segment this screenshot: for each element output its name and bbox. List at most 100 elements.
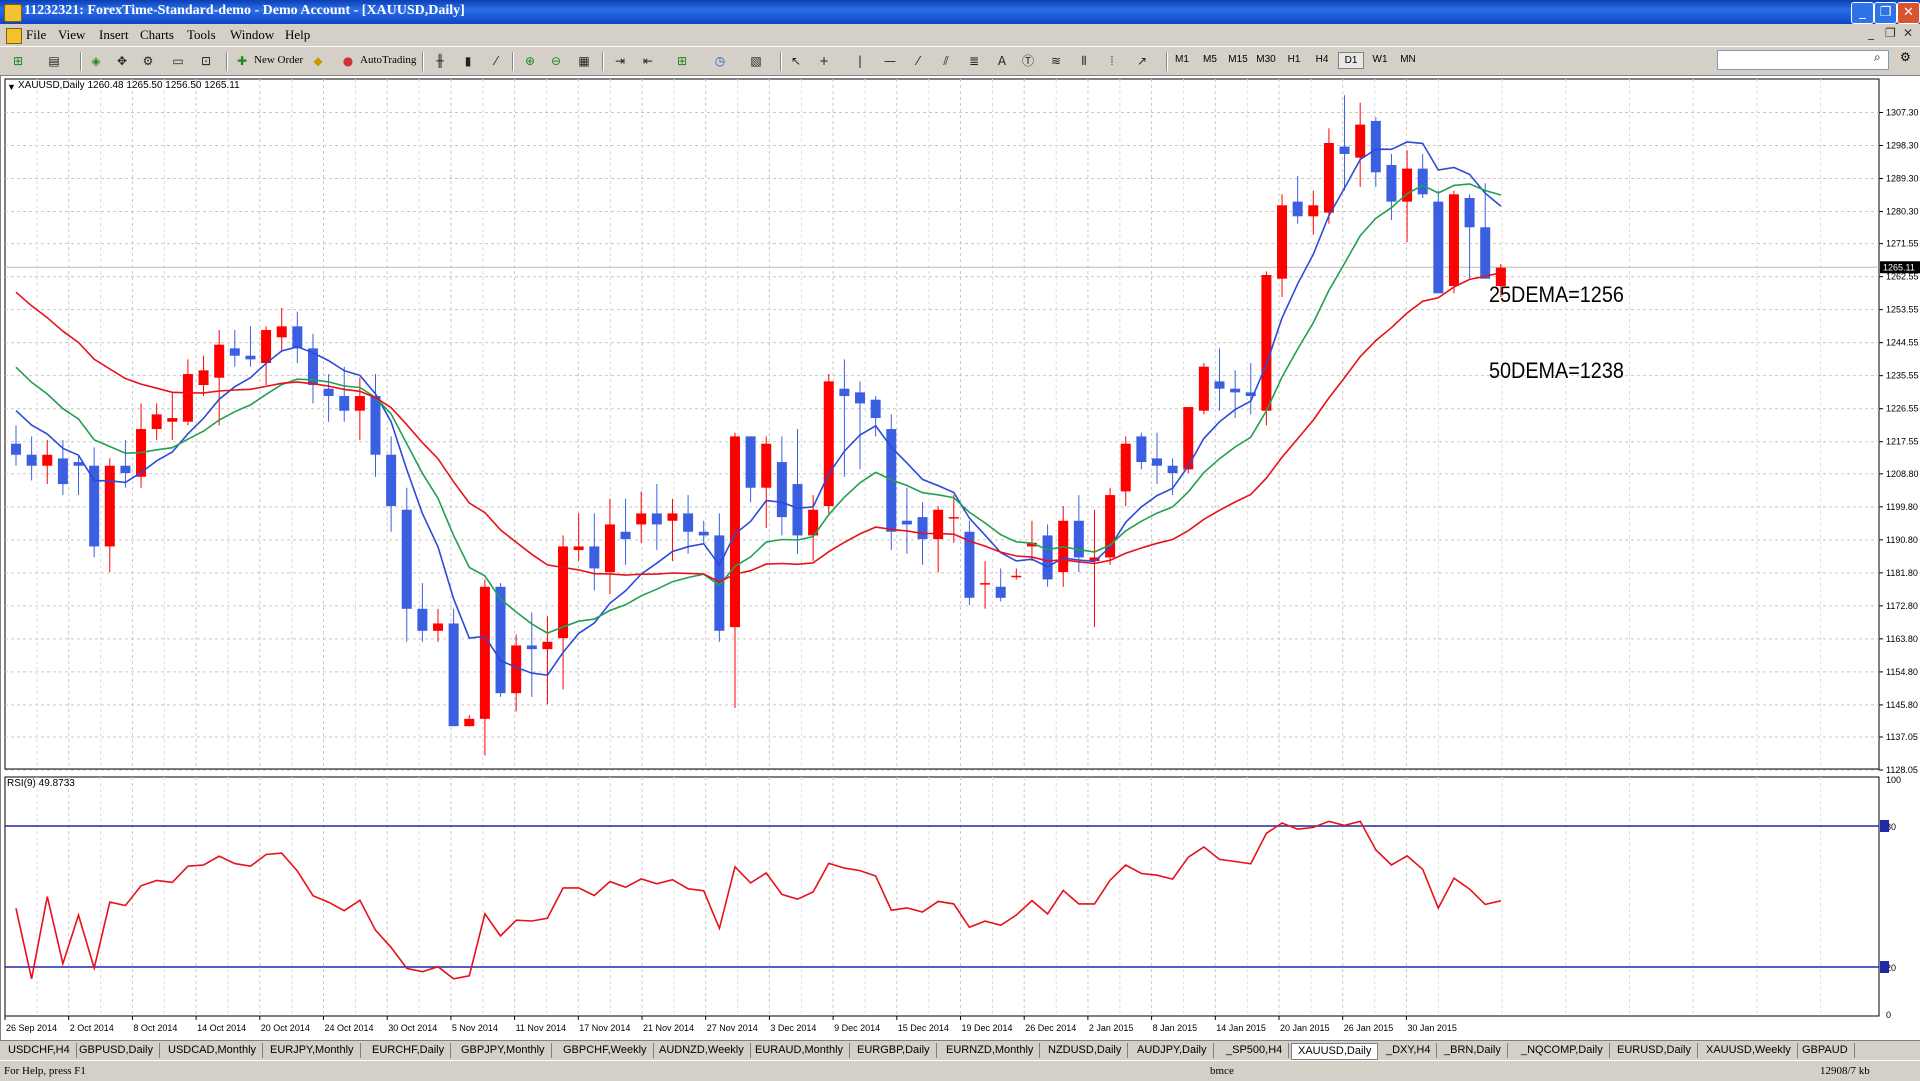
autotrading-icon[interactable]: ● <box>342 54 354 68</box>
menu-file[interactable]: File <box>26 27 47 42</box>
candle-body <box>198 370 209 386</box>
candle-body <box>479 586 490 719</box>
candle-body <box>1417 168 1428 195</box>
date-tick-label: 14 Jan 2015 <box>1216 1023 1266 1033</box>
bar-chart-icon[interactable]: ╫ <box>436 54 444 68</box>
timeframe-w1[interactable]: W1 <box>1372 54 1388 65</box>
new-chart-icon[interactable]: ⊞ <box>12 54 24 68</box>
symbol-tab[interactable]: USDCHF,H4 <box>2 1043 77 1058</box>
symbol-tab[interactable]: USDCAD,Monthly <box>162 1043 264 1058</box>
mdi-close-icon[interactable]: ✕ <box>1903 26 1914 40</box>
candle-body <box>151 414 162 430</box>
symbol-tab[interactable]: GBPAUD <box>1796 1043 1855 1058</box>
close-button[interactable]: ✕ <box>1897 2 1920 24</box>
mdi-restore-icon[interactable]: ❐ <box>1885 26 1896 40</box>
price-tick-label: 1154.80 <box>1886 667 1918 677</box>
price-chart[interactable]: 1307.30 1298.30 1289.30 1280.30 1271.55 1262.… <box>1 76 1920 1048</box>
mdi-minimize-icon[interactable]: _ <box>1868 26 1874 40</box>
strategy-tester-icon[interactable]: ⊡ <box>200 54 212 68</box>
symbol-tab[interactable]: AUDJPY,Daily <box>1131 1043 1214 1058</box>
rsi-label: RSI(9) 49.8733 <box>7 778 75 789</box>
price-tick-label: 1280.30 <box>1886 207 1919 217</box>
new-order-icon[interactable]: ✚ <box>236 54 248 68</box>
symbol-tab[interactable]: XAUUSD,Daily <box>1291 1043 1379 1060</box>
profiles-icon[interactable]: ▤ <box>48 54 60 68</box>
text-icon[interactable]: A <box>997 54 1007 68</box>
menu-window[interactable]: Window <box>230 27 275 42</box>
minimize-button[interactable]: _ <box>1851 2 1874 24</box>
symbol-tab[interactable]: EURJPY,Monthly <box>264 1043 361 1058</box>
zoom-in-icon[interactable]: ⊕ <box>524 54 536 68</box>
timeframe-m30[interactable]: M30 <box>1256 54 1276 65</box>
menu-help[interactable]: Help <box>285 27 311 42</box>
candle-body <box>229 348 240 356</box>
chart-window[interactable]: 1307.30 1298.30 1289.30 1280.30 1271.55 1262.… <box>0 75 1920 1049</box>
symbol-tab[interactable]: GBPCHF,Weekly <box>557 1043 654 1058</box>
periods-icon[interactable]: ◷ <box>714 54 726 68</box>
zoom-out-icon[interactable]: ⊖ <box>550 54 562 68</box>
symbol-tab[interactable]: NZDUSD,Daily <box>1042 1043 1129 1058</box>
menu-tools[interactable]: Tools <box>187 27 216 42</box>
text-label-icon[interactable]: Ⓣ <box>1021 54 1034 68</box>
symbol-tab[interactable]: GBPJPY,Monthly <box>455 1043 552 1058</box>
symbol-tab[interactable]: EURUSD,Daily <box>1611 1043 1698 1058</box>
new-order-button[interactable]: New Order <box>254 54 304 66</box>
menu-charts[interactable]: Charts <box>140 27 174 42</box>
autotrading-button[interactable]: AutoTrading <box>360 54 417 66</box>
data-window-icon[interactable]: ⚙ <box>142 54 154 68</box>
horizontal-line-icon[interactable]: — <box>884 54 896 68</box>
timeframe-m15[interactable]: M15 <box>1228 54 1248 65</box>
restore-button[interactable]: ❐ <box>1874 2 1897 24</box>
metaeditor-icon[interactable]: ◆ <box>313 54 323 68</box>
timeframe-m5[interactable]: M5 <box>1203 54 1217 65</box>
crosshair-icon[interactable]: + <box>818 54 830 68</box>
search-icon[interactable]: ⌕ <box>1874 50 1881 64</box>
chart-menu-icon[interactable]: ▼ <box>7 82 16 92</box>
candle-body <box>1495 267 1506 286</box>
arrows-icon[interactable]: ↗ <box>1136 54 1148 68</box>
timeframe-mn[interactable]: MN <box>1400 54 1416 65</box>
market-watch-icon[interactable]: ◈ <box>91 54 101 68</box>
navigator-icon[interactable]: ✥ <box>116 54 128 68</box>
chart-shift-icon[interactable]: ⇤ <box>642 54 654 68</box>
fibonacci-icon[interactable]: ≣ <box>968 54 980 68</box>
symbol-tab[interactable]: EURNZD,Monthly <box>940 1043 1041 1058</box>
terminal-icon[interactable]: ▭ <box>172 54 184 68</box>
auto-scroll-icon[interactable]: ⇥ <box>614 54 626 68</box>
symbol-tab[interactable]: AUDNZD,Weekly <box>653 1043 751 1058</box>
timeframe-d1[interactable]: D1 <box>1338 52 1364 69</box>
channel-icon[interactable]: ⫽ <box>943 54 949 68</box>
tile-windows-icon[interactable]: ▦ <box>578 54 590 68</box>
symbol-tab[interactable]: XAUUSD,Weekly <box>1700 1043 1798 1058</box>
symbol-tab[interactable]: EURCHF,Daily <box>366 1043 452 1058</box>
symbol-tab[interactable]: _BRN,Daily <box>1438 1043 1508 1058</box>
cycle-lines-icon[interactable]: ⦙ <box>1110 54 1114 68</box>
symbol-tab[interactable]: EURGBP,Daily <box>851 1043 937 1058</box>
trendline-icon[interactable]: ⁄ <box>916 54 919 68</box>
timeframe-h1[interactable]: H1 <box>1287 54 1301 65</box>
symbol-tab[interactable]: EURAUD,Monthly <box>749 1043 851 1058</box>
symbol-tab[interactable]: _SP500,H4 <box>1220 1043 1290 1058</box>
search-input[interactable] <box>1717 50 1889 70</box>
fibo-fan-icon[interactable]: ≋ <box>1050 54 1062 68</box>
symbol-tab[interactable]: _DXY,H4 <box>1380 1043 1438 1058</box>
candlestick-icon[interactable]: ▮ <box>464 54 472 68</box>
candle-body <box>1261 274 1272 411</box>
menu-insert[interactable]: Insert <box>99 27 129 42</box>
chart-window-icon[interactable] <box>6 28 22 44</box>
gann-icon[interactable]: ⦀ <box>1081 54 1087 68</box>
vertical-line-icon[interactable]: | <box>857 54 863 68</box>
options-icon[interactable]: ⚙ <box>1900 50 1911 64</box>
timeframe-h4[interactable]: H4 <box>1315 54 1329 65</box>
indicators-icon[interactable]: ⊞ <box>676 54 688 68</box>
menu-view[interactable]: View <box>58 27 86 42</box>
cursor-icon[interactable]: ↖ <box>790 54 802 68</box>
symbol-tab[interactable]: GBPUSD,Daily <box>73 1043 160 1058</box>
templates-icon[interactable]: ▧ <box>750 54 762 68</box>
date-tick-label: 2 Jan 2015 <box>1089 1023 1134 1033</box>
symbol-tab[interactable]: _NQCOMP,Daily <box>1515 1043 1610 1058</box>
candle-body <box>323 388 334 397</box>
timeframe-m1[interactable]: M1 <box>1175 54 1189 65</box>
candle-body <box>354 396 365 411</box>
line-chart-icon[interactable]: ⁄ <box>494 54 497 68</box>
